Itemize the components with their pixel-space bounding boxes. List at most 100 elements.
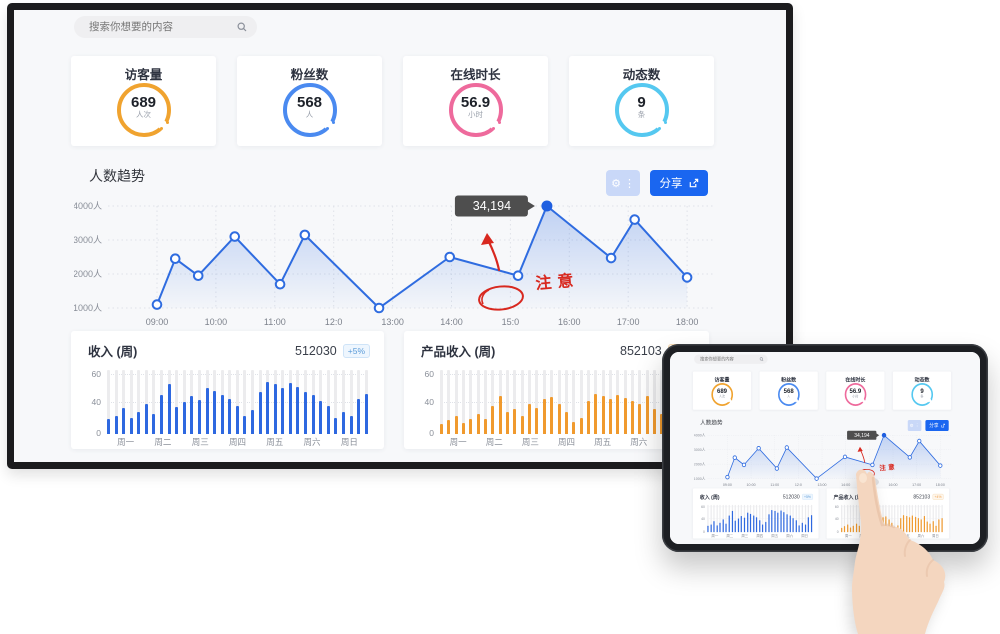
search-input[interactable] <box>699 356 760 363</box>
svg-text:34,194: 34,194 <box>854 433 869 439</box>
stat-label: 动态数 <box>622 68 661 82</box>
stat-ring: 56.9 小时 <box>448 83 505 137</box>
svg-text:09:00: 09:00 <box>723 483 732 487</box>
settings-button[interactable]: ⚙ ⋮ <box>606 170 640 196</box>
search-bar[interactable] <box>694 354 768 364</box>
search-bar[interactable] <box>74 16 257 38</box>
share-button[interactable]: 分享 <box>925 419 949 432</box>
svg-text:2000人: 2000人 <box>74 269 102 279</box>
stat-value: 689 <box>716 387 728 395</box>
svg-text:注意: 注意 <box>535 270 581 293</box>
stat-card-online-time: 在线时长 56.9 小时 <box>826 371 885 410</box>
stat-ring: 9 条 <box>911 383 934 406</box>
svg-text:1000人: 1000人 <box>694 476 706 481</box>
day-label: 周一 <box>117 437 135 447</box>
product-income-value: 852103 <box>913 493 931 500</box>
day-label: 周日 <box>340 437 358 447</box>
day-label: 周日 <box>932 533 939 538</box>
day-label: 周四 <box>756 533 764 538</box>
stat-label: 访客量 <box>714 376 730 383</box>
stat-card-fans: 粉丝数 568 人 <box>237 56 382 146</box>
stat-value: 56.9 <box>460 94 491 111</box>
svg-text:34,194: 34,194 <box>473 199 511 213</box>
svg-text:15:0: 15:0 <box>866 483 873 487</box>
svg-text:10:00: 10:00 <box>205 317 228 327</box>
search-input[interactable] <box>87 20 237 34</box>
day-label: 周二 <box>859 533 867 538</box>
stat-card-fans: 粉丝数 568 人 <box>759 371 818 410</box>
svg-text:3000人: 3000人 <box>74 235 102 245</box>
stat-value: 689 <box>130 94 157 111</box>
day-label: 周六 <box>630 437 648 447</box>
stat-ring: 9 条 <box>614 83 671 137</box>
share-button-label: 分享 <box>659 178 683 190</box>
trend-section-title: 人数趋势 <box>700 419 723 426</box>
day-label: 周五 <box>594 437 612 447</box>
day-label: 周三 <box>741 533 749 538</box>
stat-label: 动态数 <box>914 376 930 383</box>
trend-line-chart[interactable]: 4000人 3000人 2000人 1000人 09:00 10:00 11:00 12:0 1… <box>73 194 719 334</box>
day-label: 周四 <box>888 533 896 538</box>
trend-section-title: 人数趋势 <box>89 168 145 184</box>
stat-ring: 689 人次 <box>116 83 173 137</box>
svg-text:4000人: 4000人 <box>74 201 102 211</box>
svg-text:18:00: 18:00 <box>676 317 699 327</box>
svg-text:2000人: 2000人 <box>694 461 706 466</box>
day-label: 周一 <box>711 533 719 538</box>
more-dots-icon: ⋮ <box>623 177 635 190</box>
svg-text:12:0: 12:0 <box>325 317 343 327</box>
income-week-card: 收入 (周) 512030 +5% 60 40 0 周一 周二 周三 周四 周五 周六 周日 <box>692 488 819 540</box>
tablet-screen[interactable]: 访客量 689 人次 粉丝数 568 人 在线时长 56.9 <box>670 352 980 544</box>
stat-value: 568 <box>296 94 323 111</box>
stat-value: 56.9 <box>849 387 862 395</box>
day-label: 周一 <box>844 533 852 538</box>
stat-card-posts: 动态数 9 条 <box>569 56 714 146</box>
income-badge: +5% <box>802 493 813 500</box>
income-badge: +5% <box>342 343 370 358</box>
income-title: 收入 (周) <box>88 345 138 359</box>
svg-text:10:00: 10:00 <box>747 483 756 487</box>
svg-text:13:00: 13:00 <box>381 317 404 327</box>
svg-text:4000人: 4000人 <box>694 432 706 437</box>
svg-text:18:00: 18:00 <box>936 483 945 487</box>
gear-icon: ⚙ <box>909 423 914 429</box>
share-button-label: 分享 <box>929 423 939 429</box>
monitor-frame: 访客量 689 人次 粉丝数 568 人 在线时长 56.9 <box>7 3 793 469</box>
stat-card-visitors: 访客量 689 人次 <box>692 371 752 410</box>
svg-text:12:0: 12:0 <box>795 483 802 487</box>
stat-unit: 人次 <box>718 394 726 399</box>
stat-card-online-time: 在线时长 56.9 小时 <box>403 56 548 146</box>
more-dots-icon: ⋮ <box>914 423 920 429</box>
day-label: 周五 <box>266 437 284 447</box>
trend-line-chart[interactable]: 4000人 3000人 2000人 1000人 09:00 10:00 11:00 12:0 1… <box>694 430 953 489</box>
day-label: 周五 <box>902 533 910 538</box>
svg-text:11:00: 11:00 <box>770 483 779 487</box>
stat-label: 粉丝数 <box>781 376 797 383</box>
share-button[interactable]: 分享 <box>650 170 708 196</box>
export-arrow-icon <box>941 423 945 428</box>
income-bar-chart[interactable]: 60 40 0 周一 周二 周三 周四 周五 周六 周日 <box>92 366 368 452</box>
day-label: 周日 <box>801 533 809 538</box>
day-label: 周四 <box>557 437 575 447</box>
stat-card-posts: 动态数 9 条 <box>892 371 952 410</box>
stat-label: 在线时长 <box>450 68 501 82</box>
stat-label: 在线时长 <box>845 376 866 383</box>
day-label: 周四 <box>228 437 246 447</box>
day-label: 周三 <box>191 437 209 447</box>
income-bar-chart[interactable]: 60 40 0 周一 周二 周三 周四 周五 周六 周日 <box>701 503 813 540</box>
dashboard: 访客量 689 人次 粉丝数 568 人 在线时长 56.9 <box>670 352 980 544</box>
stat-ring: 568 人 <box>282 83 339 137</box>
dashboard: 访客量 689 人次 粉丝数 568 人 在线时长 56.9 <box>14 10 786 462</box>
settings-button[interactable]: ⚙ ⋮ <box>907 419 922 432</box>
stat-unit: 人 <box>787 394 791 399</box>
income-title: 收入 (周) <box>699 494 720 501</box>
day-label: 周三 <box>873 533 881 538</box>
export-arrow-icon <box>689 178 698 187</box>
svg-text:注意: 注意 <box>879 462 897 473</box>
search-icon <box>759 357 764 362</box>
